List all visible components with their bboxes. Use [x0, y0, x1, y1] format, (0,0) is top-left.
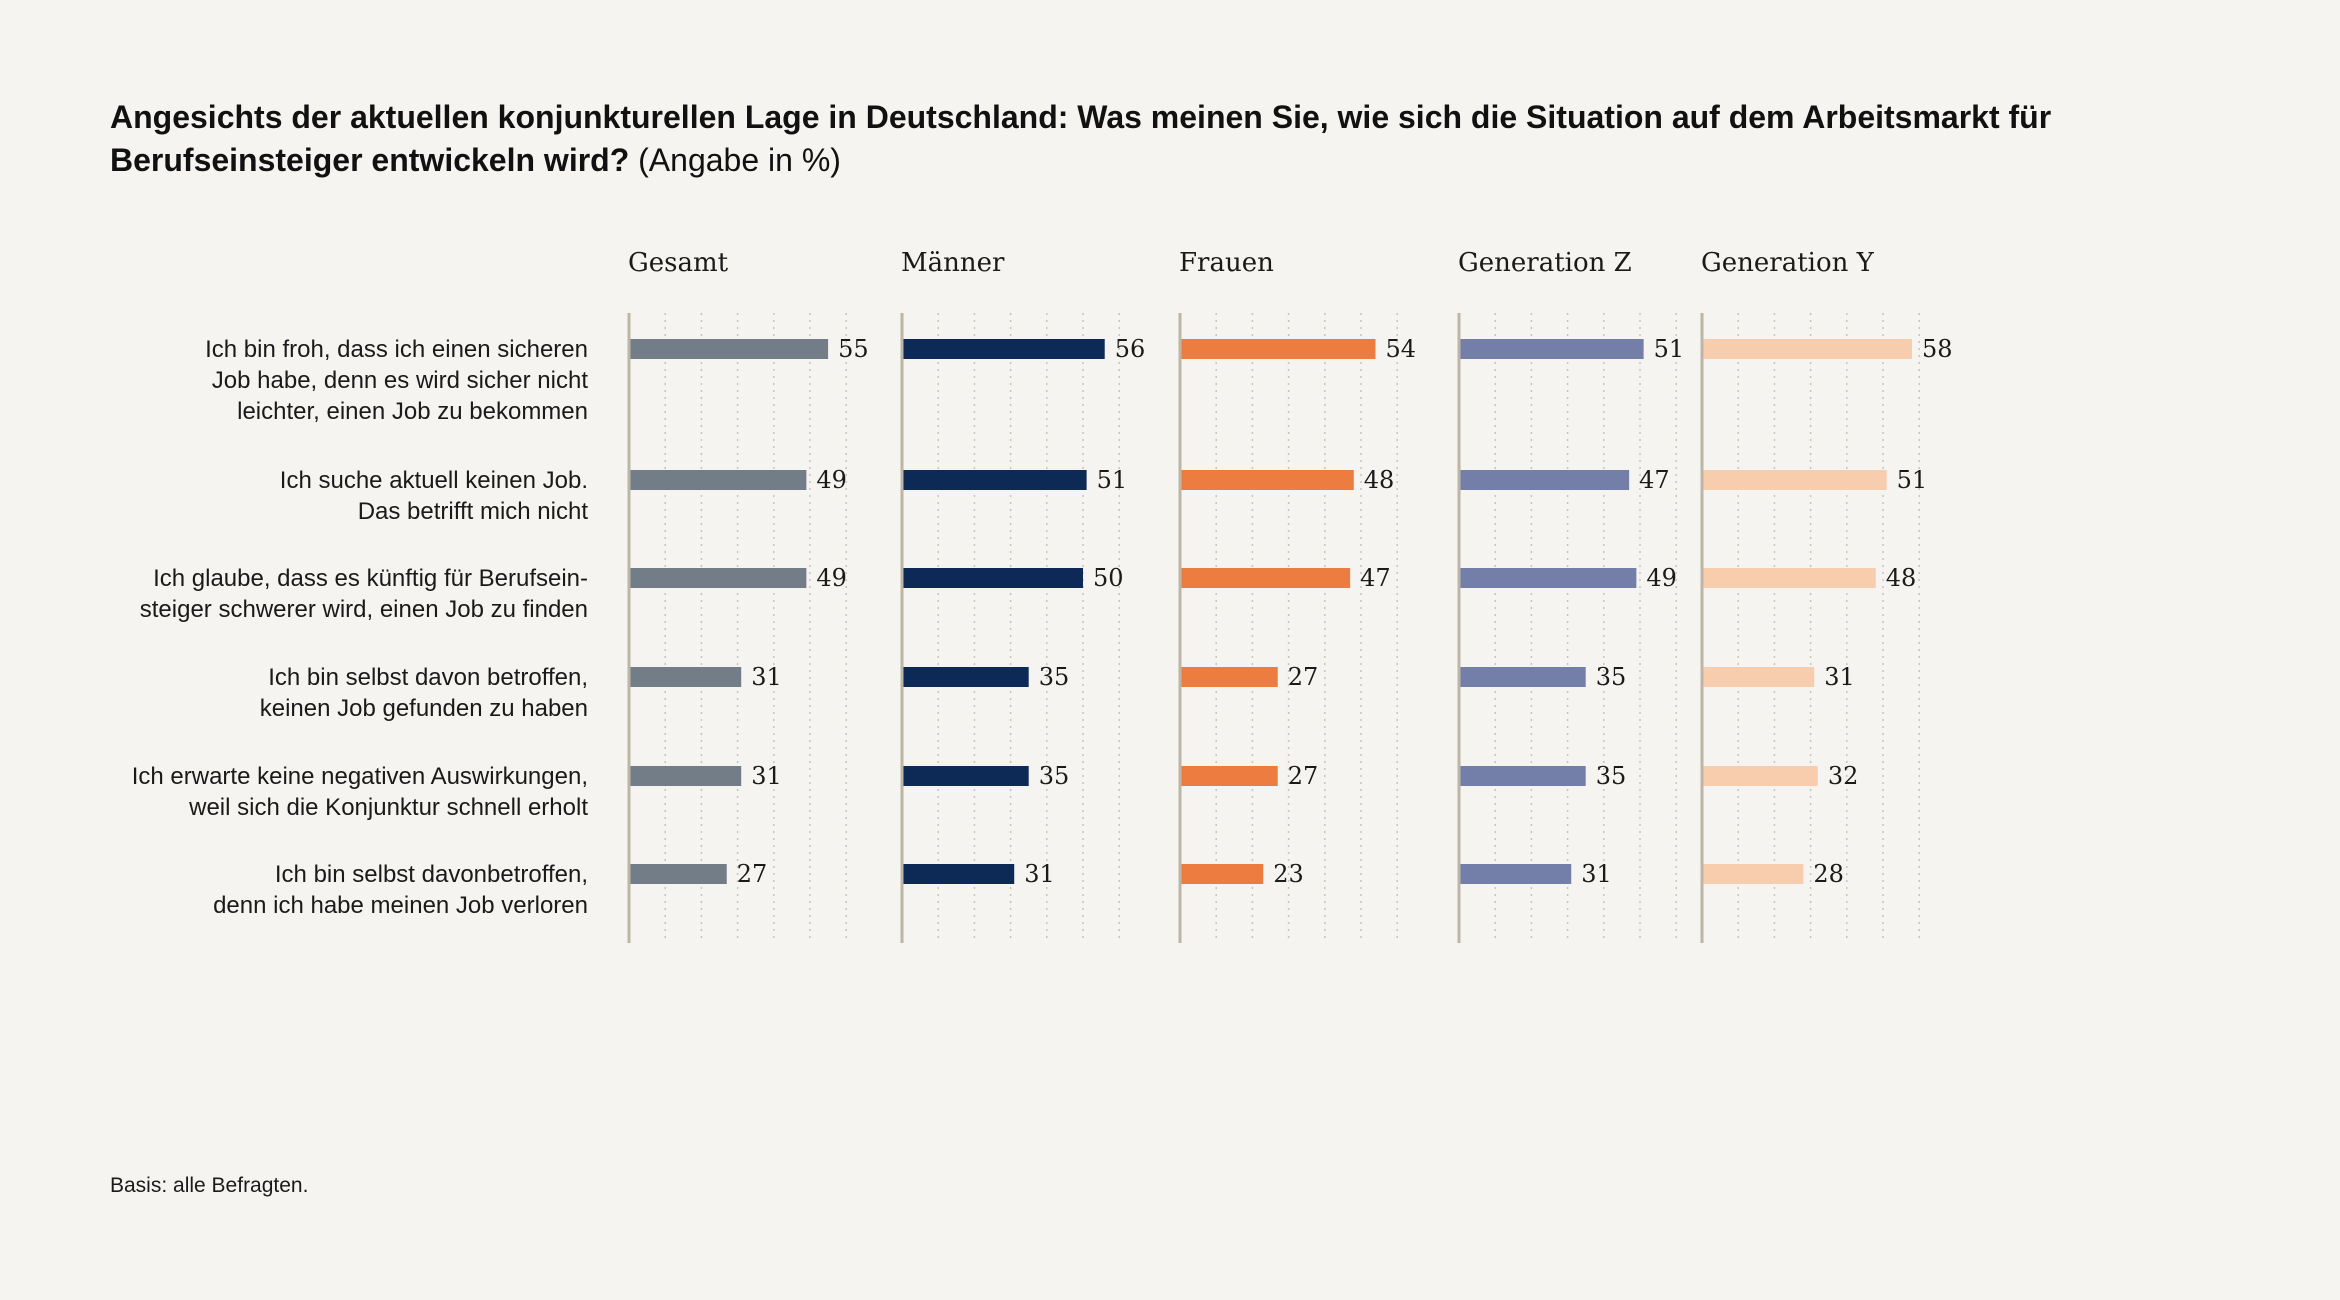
row-label-line: weil sich die Konjunktur schnell erholt	[188, 794, 588, 821]
value-label: 27	[1288, 663, 1319, 691]
row-label-line: keinen Job gefunden zu haben	[260, 695, 588, 722]
value-label: 55	[838, 335, 869, 363]
bar	[1459, 864, 1572, 884]
value-label: 35	[1596, 762, 1627, 790]
value-label: 47	[1360, 564, 1391, 592]
row-label-line: steiger schwerer wird, einen Job zu find…	[140, 596, 588, 623]
value-label: 32	[1828, 762, 1859, 790]
row-label: Ich bin froh, dass ich einen sicheren Job…	[205, 336, 588, 425]
bar	[902, 766, 1029, 786]
value-label: 49	[816, 466, 847, 494]
value-label: 27	[1288, 762, 1319, 790]
row-label-line: denn ich habe meinen Job verloren	[213, 892, 588, 919]
value-label: 54	[1385, 335, 1416, 363]
bar	[1180, 568, 1351, 588]
bar	[1702, 864, 1804, 884]
chart-title-unit: (Angabe in %)	[638, 142, 841, 178]
footnote: Basis: alle Befragten.	[110, 1174, 309, 1197]
bar	[1180, 470, 1354, 490]
value-label: 56	[1115, 335, 1146, 363]
bar	[1180, 667, 1278, 687]
value-label: 50	[1093, 564, 1124, 592]
bar	[629, 568, 807, 588]
bar	[1702, 766, 1818, 786]
value-label: 31	[1581, 860, 1612, 888]
bar	[1180, 864, 1264, 884]
series-title: Generation Z	[1458, 248, 1632, 278]
value-label: 48	[1886, 564, 1917, 592]
bar	[1459, 667, 1586, 687]
bar	[1702, 568, 1876, 588]
value-label: 35	[1039, 663, 1070, 691]
series-title: Gesamt	[628, 248, 729, 278]
bar	[1459, 568, 1637, 588]
bar	[1702, 339, 1912, 359]
value-label: 31	[1824, 663, 1855, 691]
value-label: 51	[1097, 466, 1128, 494]
value-label: 51	[1654, 335, 1685, 363]
bar	[629, 864, 727, 884]
row-label-line: Ich suche aktuell keinen Job.	[280, 467, 588, 494]
bar	[629, 766, 742, 786]
bar	[1459, 470, 1630, 490]
value-label: 23	[1273, 860, 1304, 888]
row-label-line: Ich bin selbst davon betroffen,	[268, 664, 588, 691]
row-label-line: Ich glaube, dass es künftig für Berufsei…	[153, 565, 588, 592]
bar	[1702, 667, 1815, 687]
row-label-line: Das betrifft mich nicht	[358, 498, 589, 525]
bar	[629, 667, 742, 687]
row-label-line: Ich bin froh, dass ich einen sicheren	[205, 336, 588, 363]
value-label: 48	[1364, 466, 1395, 494]
bar	[1702, 470, 1887, 490]
row-label: Ich glaube, dass es künftig für Berufsei…	[140, 565, 588, 623]
row-label-line: Job habe, denn es wird sicher nicht	[212, 367, 589, 394]
value-label: 35	[1039, 762, 1070, 790]
value-label: 51	[1897, 466, 1928, 494]
bar	[902, 568, 1083, 588]
row-label: Ich bin selbst davon betroffen, keinen Jo…	[260, 664, 588, 722]
value-label: 28	[1813, 860, 1844, 888]
value-label: 47	[1639, 466, 1670, 494]
bar	[629, 470, 807, 490]
value-label: 31	[751, 663, 782, 691]
bar	[1180, 766, 1278, 786]
chart-title: Angesichts der aktuellen konjunkturellen…	[110, 96, 2090, 182]
bar	[902, 667, 1029, 687]
chart-title-main: Angesichts der aktuellen konjunkturellen…	[110, 99, 2052, 178]
bar	[902, 864, 1015, 884]
series-title: Frauen	[1179, 248, 1274, 278]
row-label-line: Ich bin selbst davonbetroffen,	[275, 861, 588, 888]
value-label: 35	[1596, 663, 1627, 691]
row-label-line: Ich erwarte keine negativen Auswirkungen…	[132, 763, 588, 790]
value-label: 27	[737, 860, 768, 888]
bar	[629, 339, 829, 359]
value-label: 49	[1646, 564, 1677, 592]
series-title: Generation Y	[1701, 248, 1875, 278]
bar	[902, 470, 1087, 490]
bar	[1180, 339, 1376, 359]
bar	[902, 339, 1105, 359]
row-label: Ich erwarte keine negativen Auswirkungen…	[132, 763, 589, 821]
value-label: 49	[816, 564, 847, 592]
row-label: Ich bin selbst davonbetroffen, denn ich h…	[213, 861, 588, 919]
row-label: Ich suche aktuell keinen Job. Das betriff…	[280, 467, 589, 525]
row-label-line: leichter, einen Job zu bekommen	[237, 398, 588, 425]
series-title: Männer	[901, 248, 1005, 278]
value-label: 58	[1922, 335, 1953, 363]
value-label: 31	[751, 762, 782, 790]
bar	[1459, 339, 1644, 359]
value-label: 31	[1024, 860, 1055, 888]
bar	[1459, 766, 1586, 786]
